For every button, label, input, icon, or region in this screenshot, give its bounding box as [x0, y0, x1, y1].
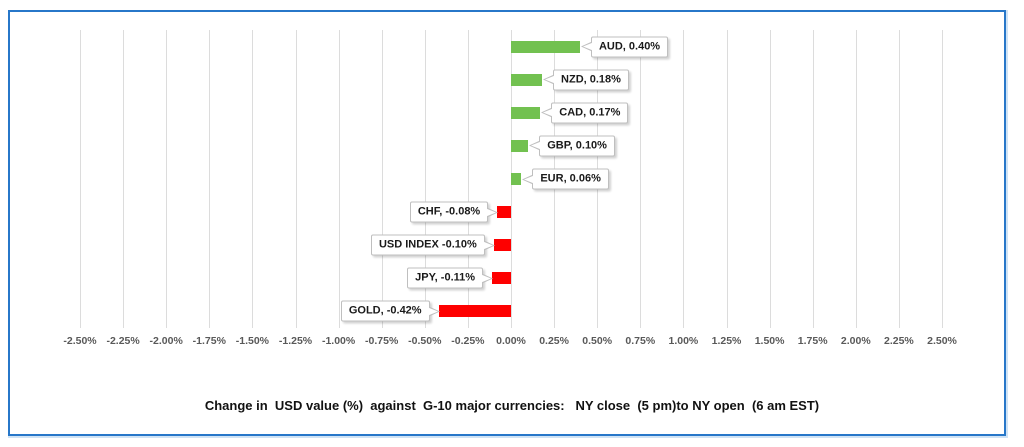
data-label-chf: CHF, -0.08% — [409, 201, 489, 223]
gridline — [166, 30, 168, 328]
bar-aud — [511, 40, 580, 53]
data-label-cad: CAD, 0.17% — [551, 102, 629, 124]
gridline — [898, 30, 900, 328]
gridline — [467, 30, 469, 328]
gridline — [726, 30, 728, 328]
data-label-aud: AUD, 0.40% — [590, 36, 669, 58]
bar-gbp — [511, 139, 529, 152]
x-tick-label: 1.00% — [668, 335, 699, 347]
bar-jpy — [492, 272, 511, 285]
gridline — [942, 30, 943, 328]
data-label-usd-index: USD INDEX -0.10% — [370, 234, 485, 256]
bar-nzd — [511, 73, 543, 86]
bar-cad — [511, 106, 541, 119]
x-tick-label: -1.00% — [321, 335, 356, 347]
x-tick-label: -1.50% — [235, 335, 270, 347]
x-tick-label: 1.75% — [797, 335, 828, 347]
chart-frame-border — [8, 10, 1006, 436]
x-axis: -2.50% -2.25% -2.00% -1.75% -1.50% -1.25% -1.0… — [63, 335, 957, 349]
gridline — [640, 30, 642, 328]
x-tick-label: 2.50% — [927, 335, 957, 347]
x-tick-label: 0.50% — [582, 335, 613, 347]
x-tick-label: -2.00% — [149, 335, 183, 347]
x-tick-label: 0.25% — [539, 335, 569, 347]
x-tick-label: -1.75% — [192, 335, 226, 347]
gridline — [80, 30, 81, 328]
gridline — [252, 30, 254, 328]
x-tick-label: 2.25% — [884, 335, 914, 347]
x-tick-label: -2.50% — [63, 335, 97, 347]
x-tick-label: -0.50% — [408, 335, 442, 347]
data-label-gbp: GBP, 0.10% — [539, 135, 615, 157]
bar-chf — [497, 206, 511, 219]
x-tick-label: -1.25% — [278, 335, 313, 347]
x-tick-label: 1.50% — [754, 335, 785, 347]
data-label-eur: EUR, 0.06% — [532, 168, 609, 190]
gridline — [855, 30, 857, 328]
bar-usd-index — [493, 239, 511, 252]
gridline — [209, 30, 211, 328]
chart-title: Change in USD value (%) against G-10 maj… — [204, 398, 820, 413]
data-label-nzd: NZD, 0.18% — [553, 69, 629, 91]
gridline — [424, 30, 426, 328]
bar-eur — [511, 173, 522, 185]
x-tick-label: -0.25% — [451, 335, 485, 347]
gridline — [338, 30, 340, 328]
x-tick-label: 1.25% — [711, 335, 742, 347]
x-tick-label: 0.75% — [625, 335, 656, 347]
gridline — [295, 30, 297, 328]
plot-area: AUD, 0.40% NZD, 0.18% CAD, 0.17% GBP, 0.10%… — [80, 30, 943, 328]
gridline — [769, 30, 771, 328]
x-tick-label: 0.00% — [496, 335, 526, 347]
data-label-jpy: JPY, -0.11% — [407, 267, 484, 289]
gridline — [812, 30, 814, 328]
gridline — [123, 30, 125, 328]
x-tick-label: -2.25% — [106, 335, 140, 347]
gridline — [683, 30, 685, 328]
bar-gold — [438, 305, 511, 318]
x-tick-label: 2.00% — [840, 335, 871, 347]
data-label-gold: GOLD, -0.42% — [340, 300, 430, 322]
gridline — [381, 30, 383, 328]
x-tick-label: -0.75% — [365, 335, 399, 347]
